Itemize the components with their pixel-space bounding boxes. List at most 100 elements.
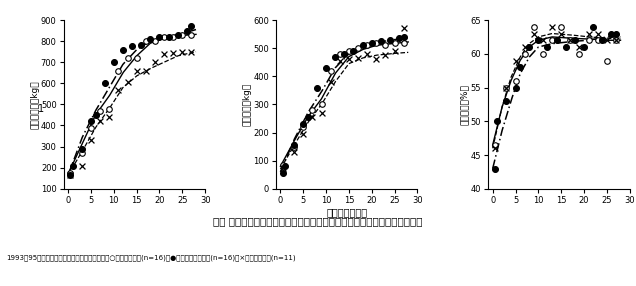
Point bbox=[561, 45, 571, 49]
X-axis label: 肥育期間（月）: 肥育期間（月） bbox=[326, 207, 367, 217]
Y-axis label: 枝肉歩留（%）: 枝肉歩留（%） bbox=[460, 84, 469, 125]
Point bbox=[77, 163, 87, 168]
Point bbox=[289, 143, 299, 148]
Point bbox=[298, 122, 308, 126]
Point bbox=[339, 51, 349, 56]
Point bbox=[159, 51, 169, 56]
Point bbox=[490, 166, 500, 171]
Point bbox=[574, 51, 584, 56]
Point bbox=[394, 36, 404, 41]
Point bbox=[574, 45, 584, 49]
Point bbox=[606, 31, 616, 36]
Text: 図． 各育成方式後の肥育期における体重，枝肉重量および枝肉歩留の変化: 図． 各育成方式後の肥育期における体重，枝肉重量および枝肉歩留の変化 bbox=[213, 217, 423, 227]
Point bbox=[186, 24, 197, 29]
Point bbox=[501, 99, 511, 103]
Point bbox=[66, 173, 76, 177]
Point bbox=[538, 51, 548, 56]
Point bbox=[307, 108, 317, 112]
Point bbox=[533, 38, 543, 43]
Point bbox=[100, 81, 110, 86]
Point bbox=[177, 33, 188, 37]
Point bbox=[529, 25, 539, 29]
Point bbox=[529, 31, 539, 36]
Point bbox=[118, 47, 128, 52]
Point bbox=[168, 50, 178, 55]
Point bbox=[330, 54, 340, 59]
Point bbox=[289, 150, 299, 154]
Point bbox=[611, 38, 621, 43]
Point bbox=[335, 51, 345, 56]
Point bbox=[593, 38, 603, 43]
Text: 1993～95年育成牛の連続屠畜法による結果．　○実線：幅検区(n=16)，●一点鎖線：連続区(n=16)，×破線：舎飼区(n=11): 1993～95年育成牛の連続屠畜法による結果． ○実線：幅検区(n=16)，●一… bbox=[6, 254, 296, 261]
Point bbox=[611, 31, 621, 36]
Point bbox=[113, 68, 123, 73]
Point bbox=[307, 115, 317, 119]
Point bbox=[565, 38, 576, 43]
Point bbox=[538, 38, 548, 43]
Point bbox=[278, 171, 288, 176]
Text: 1: 1 bbox=[38, 104, 45, 114]
Point bbox=[127, 44, 137, 49]
Point bbox=[362, 51, 372, 56]
Point bbox=[490, 146, 500, 150]
Point bbox=[298, 132, 308, 136]
Point bbox=[122, 56, 132, 60]
Point bbox=[389, 49, 399, 53]
Point bbox=[515, 65, 525, 69]
Point bbox=[344, 49, 354, 53]
Point bbox=[349, 49, 359, 53]
Point bbox=[520, 45, 530, 49]
Point bbox=[317, 102, 327, 107]
Point bbox=[565, 38, 576, 43]
Point bbox=[547, 38, 557, 43]
Point bbox=[77, 146, 87, 151]
Point bbox=[145, 37, 155, 41]
Point bbox=[186, 33, 197, 37]
Point bbox=[593, 31, 603, 36]
Point bbox=[95, 108, 105, 113]
Point bbox=[385, 37, 395, 42]
Point bbox=[172, 33, 183, 37]
Point bbox=[67, 163, 78, 168]
Point bbox=[335, 59, 345, 63]
Point bbox=[399, 40, 409, 45]
Point bbox=[141, 39, 151, 43]
Point bbox=[90, 113, 100, 117]
Point bbox=[570, 38, 580, 43]
Point bbox=[122, 80, 132, 85]
Point bbox=[511, 78, 521, 83]
Point bbox=[155, 35, 165, 39]
Point bbox=[551, 38, 562, 43]
Point bbox=[182, 28, 192, 33]
Point bbox=[86, 138, 96, 142]
Point bbox=[344, 57, 354, 62]
Point bbox=[588, 25, 598, 29]
Point bbox=[104, 106, 114, 111]
Point bbox=[278, 165, 288, 170]
Point bbox=[376, 39, 386, 43]
Point bbox=[66, 173, 76, 177]
Point bbox=[556, 25, 566, 29]
Point bbox=[353, 56, 363, 60]
Y-axis label: 枝肉重量（kg）: 枝肉重量（kg） bbox=[243, 83, 252, 126]
Point bbox=[366, 40, 377, 45]
Point bbox=[602, 38, 612, 43]
Point bbox=[371, 40, 382, 45]
Point bbox=[362, 43, 372, 47]
Point bbox=[150, 60, 160, 64]
Point bbox=[520, 51, 530, 56]
Point bbox=[113, 87, 123, 92]
Point bbox=[150, 39, 160, 43]
Point bbox=[66, 171, 76, 175]
Point bbox=[524, 45, 534, 49]
Point bbox=[136, 43, 146, 47]
Point bbox=[511, 85, 521, 90]
Point bbox=[289, 144, 299, 149]
Point bbox=[109, 60, 119, 64]
Point bbox=[597, 38, 607, 43]
Point bbox=[547, 25, 557, 29]
Point bbox=[501, 85, 511, 90]
Point bbox=[86, 119, 96, 124]
Point bbox=[579, 45, 589, 49]
Point bbox=[389, 40, 399, 45]
